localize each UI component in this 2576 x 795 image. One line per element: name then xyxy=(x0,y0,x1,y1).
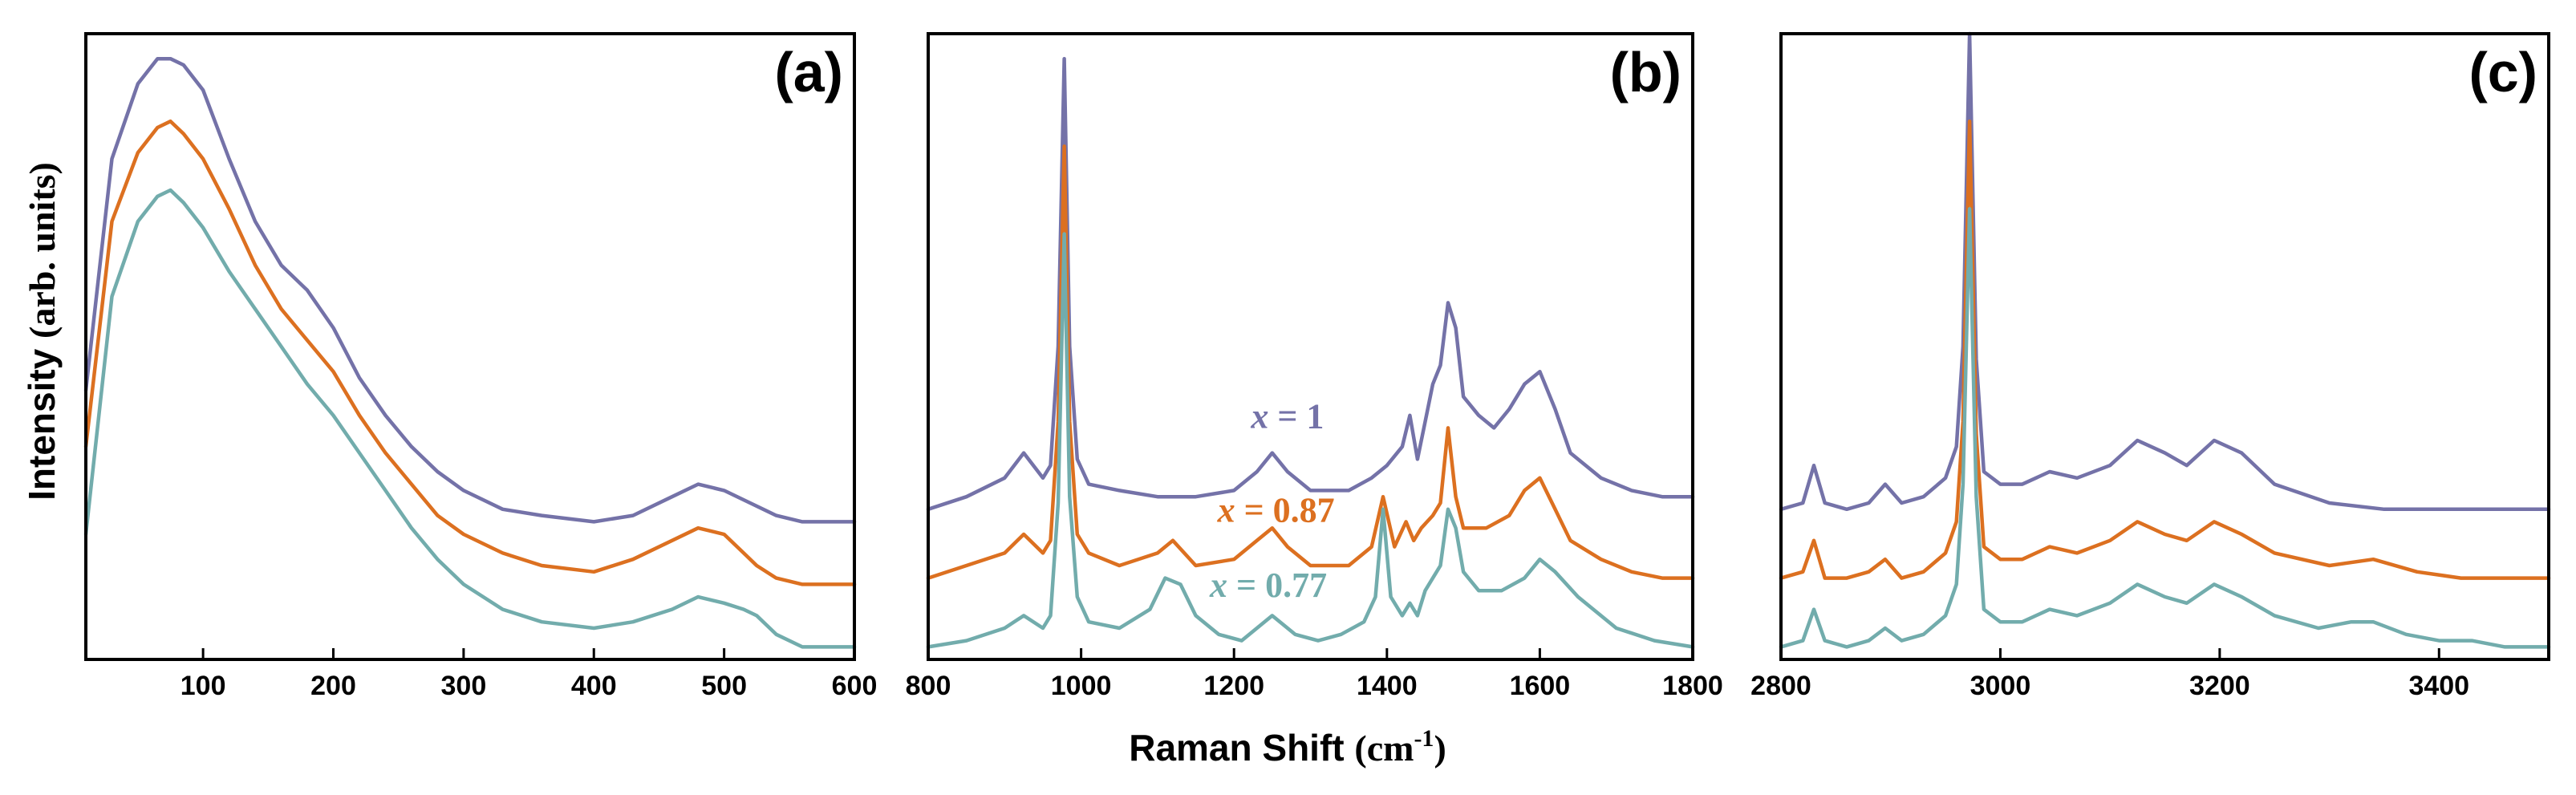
x-axis-title-close: ) xyxy=(1434,728,1446,769)
series-line-x087 xyxy=(926,144,1695,580)
series-label-value: = 0.87 xyxy=(1235,490,1335,529)
panel-c: 2800 3000 3200 3400 (c) xyxy=(1750,31,2551,701)
x-tick-label: 2800 xyxy=(1750,671,1811,701)
x-tick-label: 500 xyxy=(701,671,747,701)
x-axis-title-main: Raman Shift xyxy=(1129,727,1344,769)
x-axis-title-unit: (cm xyxy=(1354,728,1414,769)
panel-label-b: (b) xyxy=(1610,41,1681,103)
series-label-var: x xyxy=(1250,396,1268,436)
series-line-x1 xyxy=(1779,31,2551,512)
y-axis-title-main: Intensity xyxy=(21,348,63,501)
x-tick-label: 400 xyxy=(571,671,617,701)
x-tick-label: 1400 xyxy=(1357,671,1418,701)
panel-b: 800 1000 1200 1400 1600 1800(b)x = 1x = 0.87x… xyxy=(906,32,1723,701)
series-line-x1 xyxy=(926,56,1695,512)
x-axis-title: Raman Shift (cm-1) xyxy=(1129,725,1446,769)
x-tick-label: 3400 xyxy=(2408,671,2469,701)
x-tick-label: 3200 xyxy=(2189,671,2250,701)
series-line-x077 xyxy=(926,232,1695,649)
x-tick-label: 1000 xyxy=(1051,671,1112,701)
plot-frame xyxy=(1779,32,2550,661)
panel-label-a: (a) xyxy=(774,41,843,103)
y-axis-title: Intensity (arb. units) xyxy=(21,162,63,501)
series-label-value: = 0.77 xyxy=(1227,566,1327,605)
plot-frame xyxy=(84,32,856,661)
panel-label-c: (c) xyxy=(2468,41,2537,103)
x-tick-label: 100 xyxy=(181,671,226,701)
series-line-x077 xyxy=(83,188,857,649)
y-axis-title-unit: (arb. units) xyxy=(22,162,63,339)
series-line-x087 xyxy=(1779,119,2551,580)
x-tick-label: 3000 xyxy=(1970,671,2031,701)
x-tick-label: 1600 xyxy=(1510,671,1571,701)
series-line-x087 xyxy=(83,119,857,586)
x-tick-label: 800 xyxy=(906,671,951,701)
x-axis-title-exponent: -1 xyxy=(1414,725,1434,752)
plot-frame xyxy=(927,32,1694,661)
series-line-x1 xyxy=(83,56,857,524)
panel-a: 100 200 300 400 500 600 (a) xyxy=(83,32,878,701)
x-tick-label: 1200 xyxy=(1203,671,1264,701)
x-tick-label: 1800 xyxy=(1662,671,1723,701)
series-label-x1: x = 1 xyxy=(1250,396,1324,436)
x-tick-label: 200 xyxy=(310,671,356,701)
x-tick-label: 600 xyxy=(832,671,878,701)
x-tick-label: 300 xyxy=(441,671,487,701)
series-label-var: x xyxy=(1209,566,1227,605)
series-label-x077: x = 0.77 xyxy=(1209,566,1327,605)
series-label-value: = 1 xyxy=(1268,396,1324,436)
series-label-var: x xyxy=(1217,490,1235,529)
series-line-x077 xyxy=(1779,207,2551,649)
series-label-x087: x = 0.87 xyxy=(1217,490,1335,529)
